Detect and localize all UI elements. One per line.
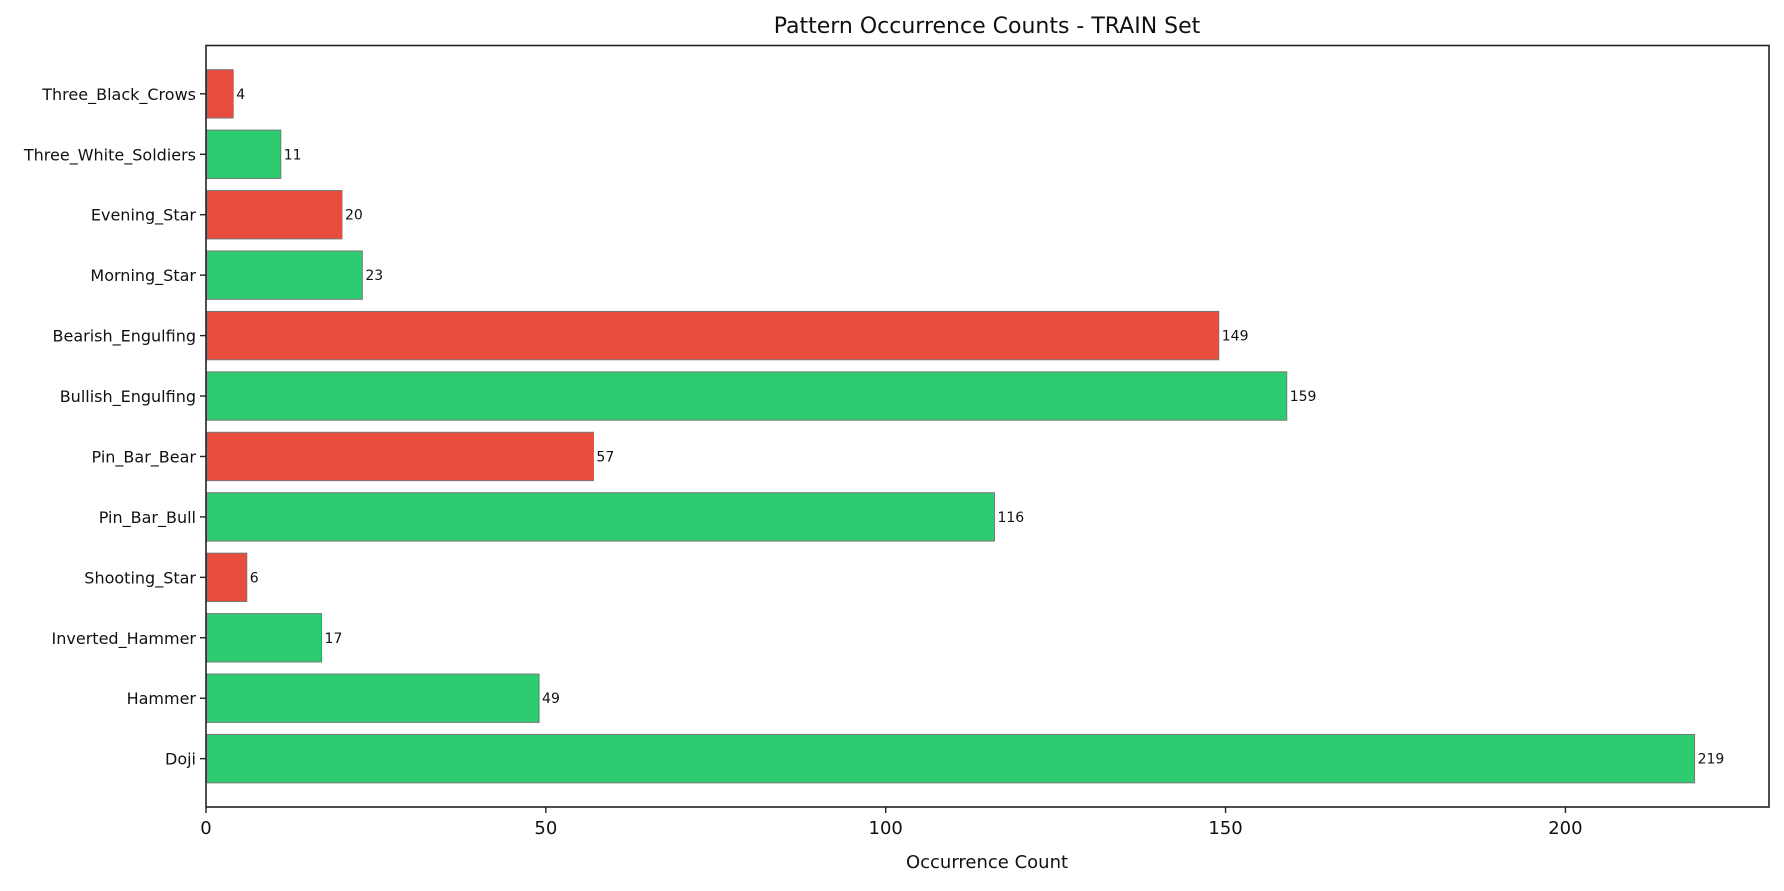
data-label: 149 <box>1222 329 1249 345</box>
data-label: 116 <box>997 510 1024 526</box>
bar-doji <box>205 733 1696 784</box>
data-label: 159 <box>1290 389 1317 405</box>
plot-frame <box>205 44 1770 808</box>
y-tick-label: Hammer <box>127 689 197 708</box>
y-tick-label: Bullish_Engulfing <box>60 387 196 407</box>
bar-pin_bar_bear <box>205 431 594 482</box>
y-tick-label: Inverted_Hammer <box>52 629 197 649</box>
bar-shooting_star <box>205 552 248 603</box>
y-tick-label: Evening_Star <box>91 206 197 226</box>
data-label: 49 <box>542 691 560 707</box>
chart-title: Pattern Occurrence Counts - TRAIN Set <box>774 14 1201 39</box>
bar-bearish_engulfing <box>205 310 1220 361</box>
x-tick-label: 100 <box>869 818 903 839</box>
x-tick-label: 50 <box>534 818 557 839</box>
bar-hammer <box>205 673 540 723</box>
data-label: 17 <box>325 631 343 647</box>
y-tick-label: Pin_Bar_Bull <box>99 508 196 528</box>
data-label: 23 <box>365 268 383 284</box>
y-tick-label: Pin_Bar_Bear <box>92 447 197 467</box>
x-tick-label: 200 <box>1548 818 1582 839</box>
data-label: 6 <box>250 570 259 586</box>
data-label: 219 <box>1698 752 1725 768</box>
y-tick-label: Morning_Star <box>90 266 196 286</box>
y-tick-label: Doji <box>165 750 196 769</box>
y-tick-label: Three_Black_Crows <box>41 85 196 105</box>
x-tick-label: 150 <box>1208 818 1242 839</box>
data-label: 20 <box>345 208 363 224</box>
y-tick-label: Bearish_Engulfing <box>53 327 197 347</box>
y-tick-label: Shooting_Star <box>84 568 196 588</box>
bar-evening_star <box>205 190 343 240</box>
bar-inverted_hammer <box>205 613 323 663</box>
bar-pin_bar_bull <box>205 492 995 542</box>
data-label: 11 <box>284 147 302 163</box>
x-tick-label: 0 <box>200 818 211 839</box>
data-label: 4 <box>236 87 245 103</box>
x-axis-label: Occurrence Count <box>906 852 1068 873</box>
bar-three_black_crows <box>205 69 234 119</box>
data-label: 57 <box>596 449 614 465</box>
bar-bullish_engulfing <box>205 371 1288 421</box>
bar-three_white_soldiers <box>205 129 282 179</box>
bar-morning_star <box>205 250 363 300</box>
y-tick-label: Three_White_Soldiers <box>23 145 196 165</box>
